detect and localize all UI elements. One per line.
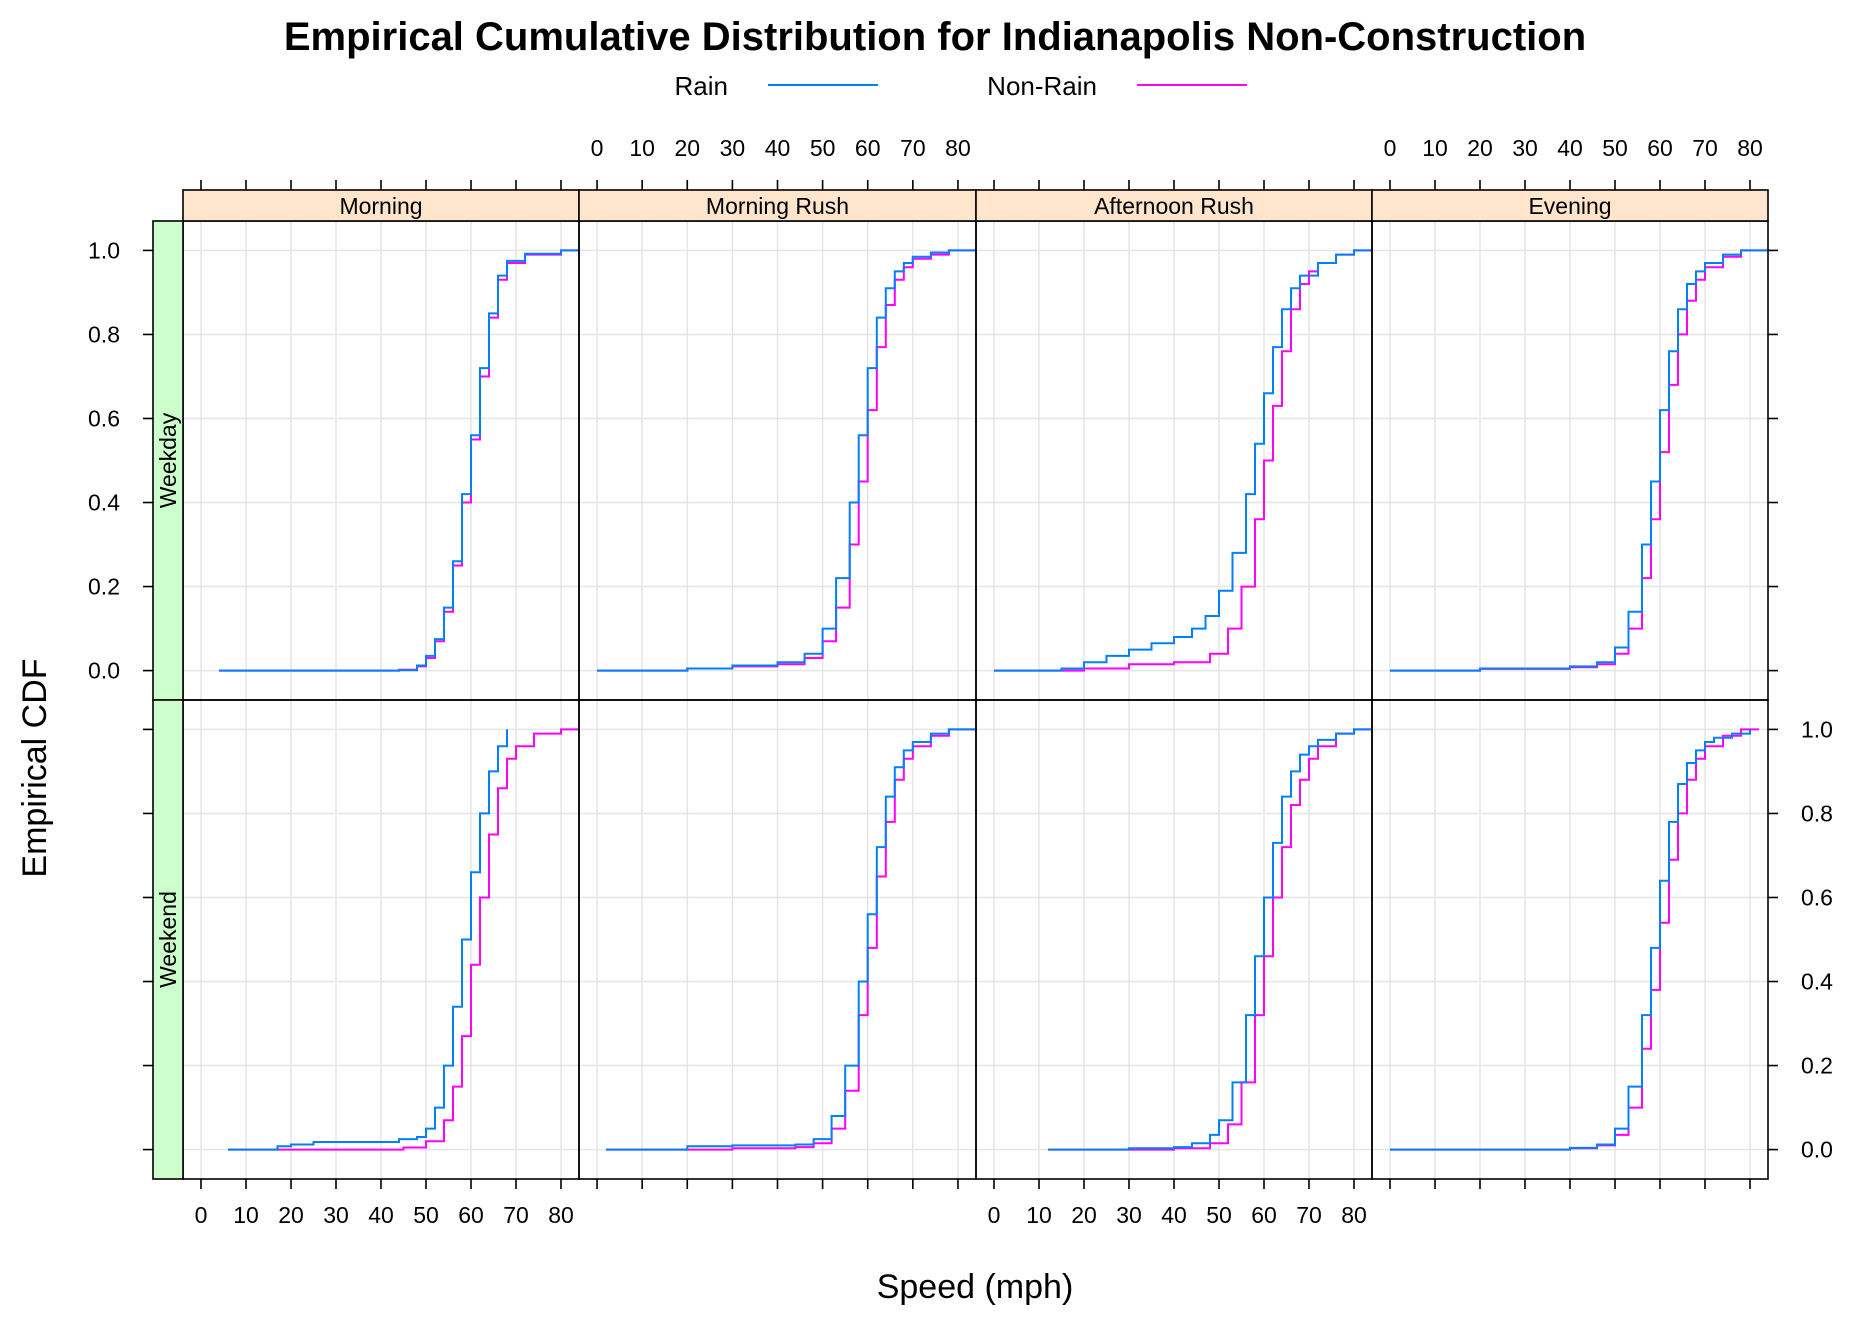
series-line-weekend-morning-non-rain [228,728,579,1151]
x-tick-label: 10 [629,135,655,161]
series-line-weekend-morning-rush-rain [606,728,976,1151]
axis-layer: 0 10 20 30 40 50 60 70 80 0 10 20 30 40 50 60 70 80 0 10 20 3… [88,135,1833,1228]
x-tick-label: 50 [810,135,836,161]
series-line-weekend-morning-rush-non-rain [606,728,976,1151]
series-line-weekday-evening-non-rain [1390,249,1768,672]
x-tick-label: 40 [368,1202,394,1228]
x-tick-label: 10 [1026,1202,1052,1228]
series-line-weekday-morning-rush-rain [597,249,976,672]
x-tick-label: 10 [233,1202,259,1228]
x-tick-label: 0 [195,1202,208,1228]
strip-background-column [1371,189,1769,222]
x-axis-label: Speed (mph) [877,1268,1074,1306]
x-tick-label: 50 [1602,135,1628,161]
series-line-weekday-morning-rain [219,249,579,672]
x-tick-label: 40 [1161,1202,1187,1228]
x-tick-label: 70 [900,135,926,161]
series-line-weekday-evening-rain [1390,249,1768,672]
y-tick-label: 0.6 [88,405,120,431]
y-tick-label: 0.2 [1801,1053,1833,1079]
x-tick-label: 20 [1071,1202,1097,1228]
series-line-weekend-afternoon-rush-rain [1048,728,1372,1151]
x-tick-label: 50 [413,1202,439,1228]
x-tick-label: 0 [988,1202,1001,1228]
x-tick-label: 30 [1116,1202,1142,1228]
series-line-weekday-morning-rush-non-rain [597,249,976,672]
legend: Rain Non-Rain [675,71,1247,101]
x-tick-label: 60 [1251,1202,1277,1228]
strip-label-weekday: Weekday [155,412,181,508]
series-line-weekday-afternoon-rush-non-rain [994,249,1372,672]
y-tick-label: 0.6 [1801,884,1833,910]
series-layer [219,249,1768,1151]
strip-label-morning-rush: Morning Rush [706,193,849,219]
y-tick-label: 0.4 [1801,969,1833,995]
strip-label-evening: Evening [1528,193,1611,219]
legend-label-non-rain: Non-Rain [987,71,1097,101]
y-tick-label: 0.2 [88,574,120,600]
x-tick-label: 40 [1557,135,1583,161]
series-line-weekday-morning-non-rain [219,249,579,672]
chart-title: Empirical Cumulative Distribution for In… [284,15,1586,59]
strip-background-column [975,189,1373,222]
strip-label-weekend: Weekend [155,891,181,988]
strip-label-afternoon-rush: Afternoon Rush [1094,193,1254,219]
x-tick-label: 50 [1206,1202,1232,1228]
y-tick-label: 0.8 [1801,800,1833,826]
x-tick-label: 80 [548,1202,574,1228]
x-tick-label: 20 [674,135,700,161]
x-tick-label: 80 [1737,135,1763,161]
strip-label-morning: Morning [339,193,422,219]
x-tick-label: 70 [1296,1202,1322,1228]
x-tick-label: 70 [503,1202,529,1228]
x-tick-label: 0 [1384,135,1397,161]
x-tick-label: 60 [855,135,881,161]
x-tick-label: 30 [720,135,746,161]
y-tick-label: 1.0 [88,237,120,263]
series-line-weekday-afternoon-rush-rain [994,249,1372,672]
series-line-weekend-morning-rain [228,729,508,1151]
strip-layer: Morning Morning Rush Afternoon Rush Evening… [152,189,1769,1180]
x-tick-label: 80 [1341,1202,1367,1228]
x-tick-label: 20 [1467,135,1493,161]
x-tick-label: 0 [591,135,604,161]
x-tick-label: 30 [1512,135,1538,161]
y-tick-label: 0.8 [88,321,120,347]
series-line-weekend-evening-non-rain [1390,728,1759,1151]
x-tick-label: 80 [945,135,971,161]
x-tick-label: 60 [1647,135,1673,161]
y-tick-label: 0.0 [1801,1137,1833,1163]
strip-background-row [152,699,184,1180]
series-line-weekend-evening-rain [1390,729,1751,1151]
y-axis-label: Empirical CDF [16,658,54,877]
x-tick-label: 70 [1692,135,1718,161]
y-tick-label: 0.4 [88,490,120,516]
x-tick-label: 40 [765,135,791,161]
legend-label-rain: Rain [675,71,728,101]
frame-layer [182,220,1769,1180]
x-tick-label: 60 [458,1202,484,1228]
y-tick-label: 0.0 [88,658,120,684]
x-tick-label: 20 [278,1202,304,1228]
x-tick-label: 10 [1422,135,1448,161]
x-tick-label: 30 [323,1202,349,1228]
series-line-weekend-afternoon-rush-non-rain [1048,728,1372,1151]
y-tick-label: 1.0 [1801,716,1833,742]
